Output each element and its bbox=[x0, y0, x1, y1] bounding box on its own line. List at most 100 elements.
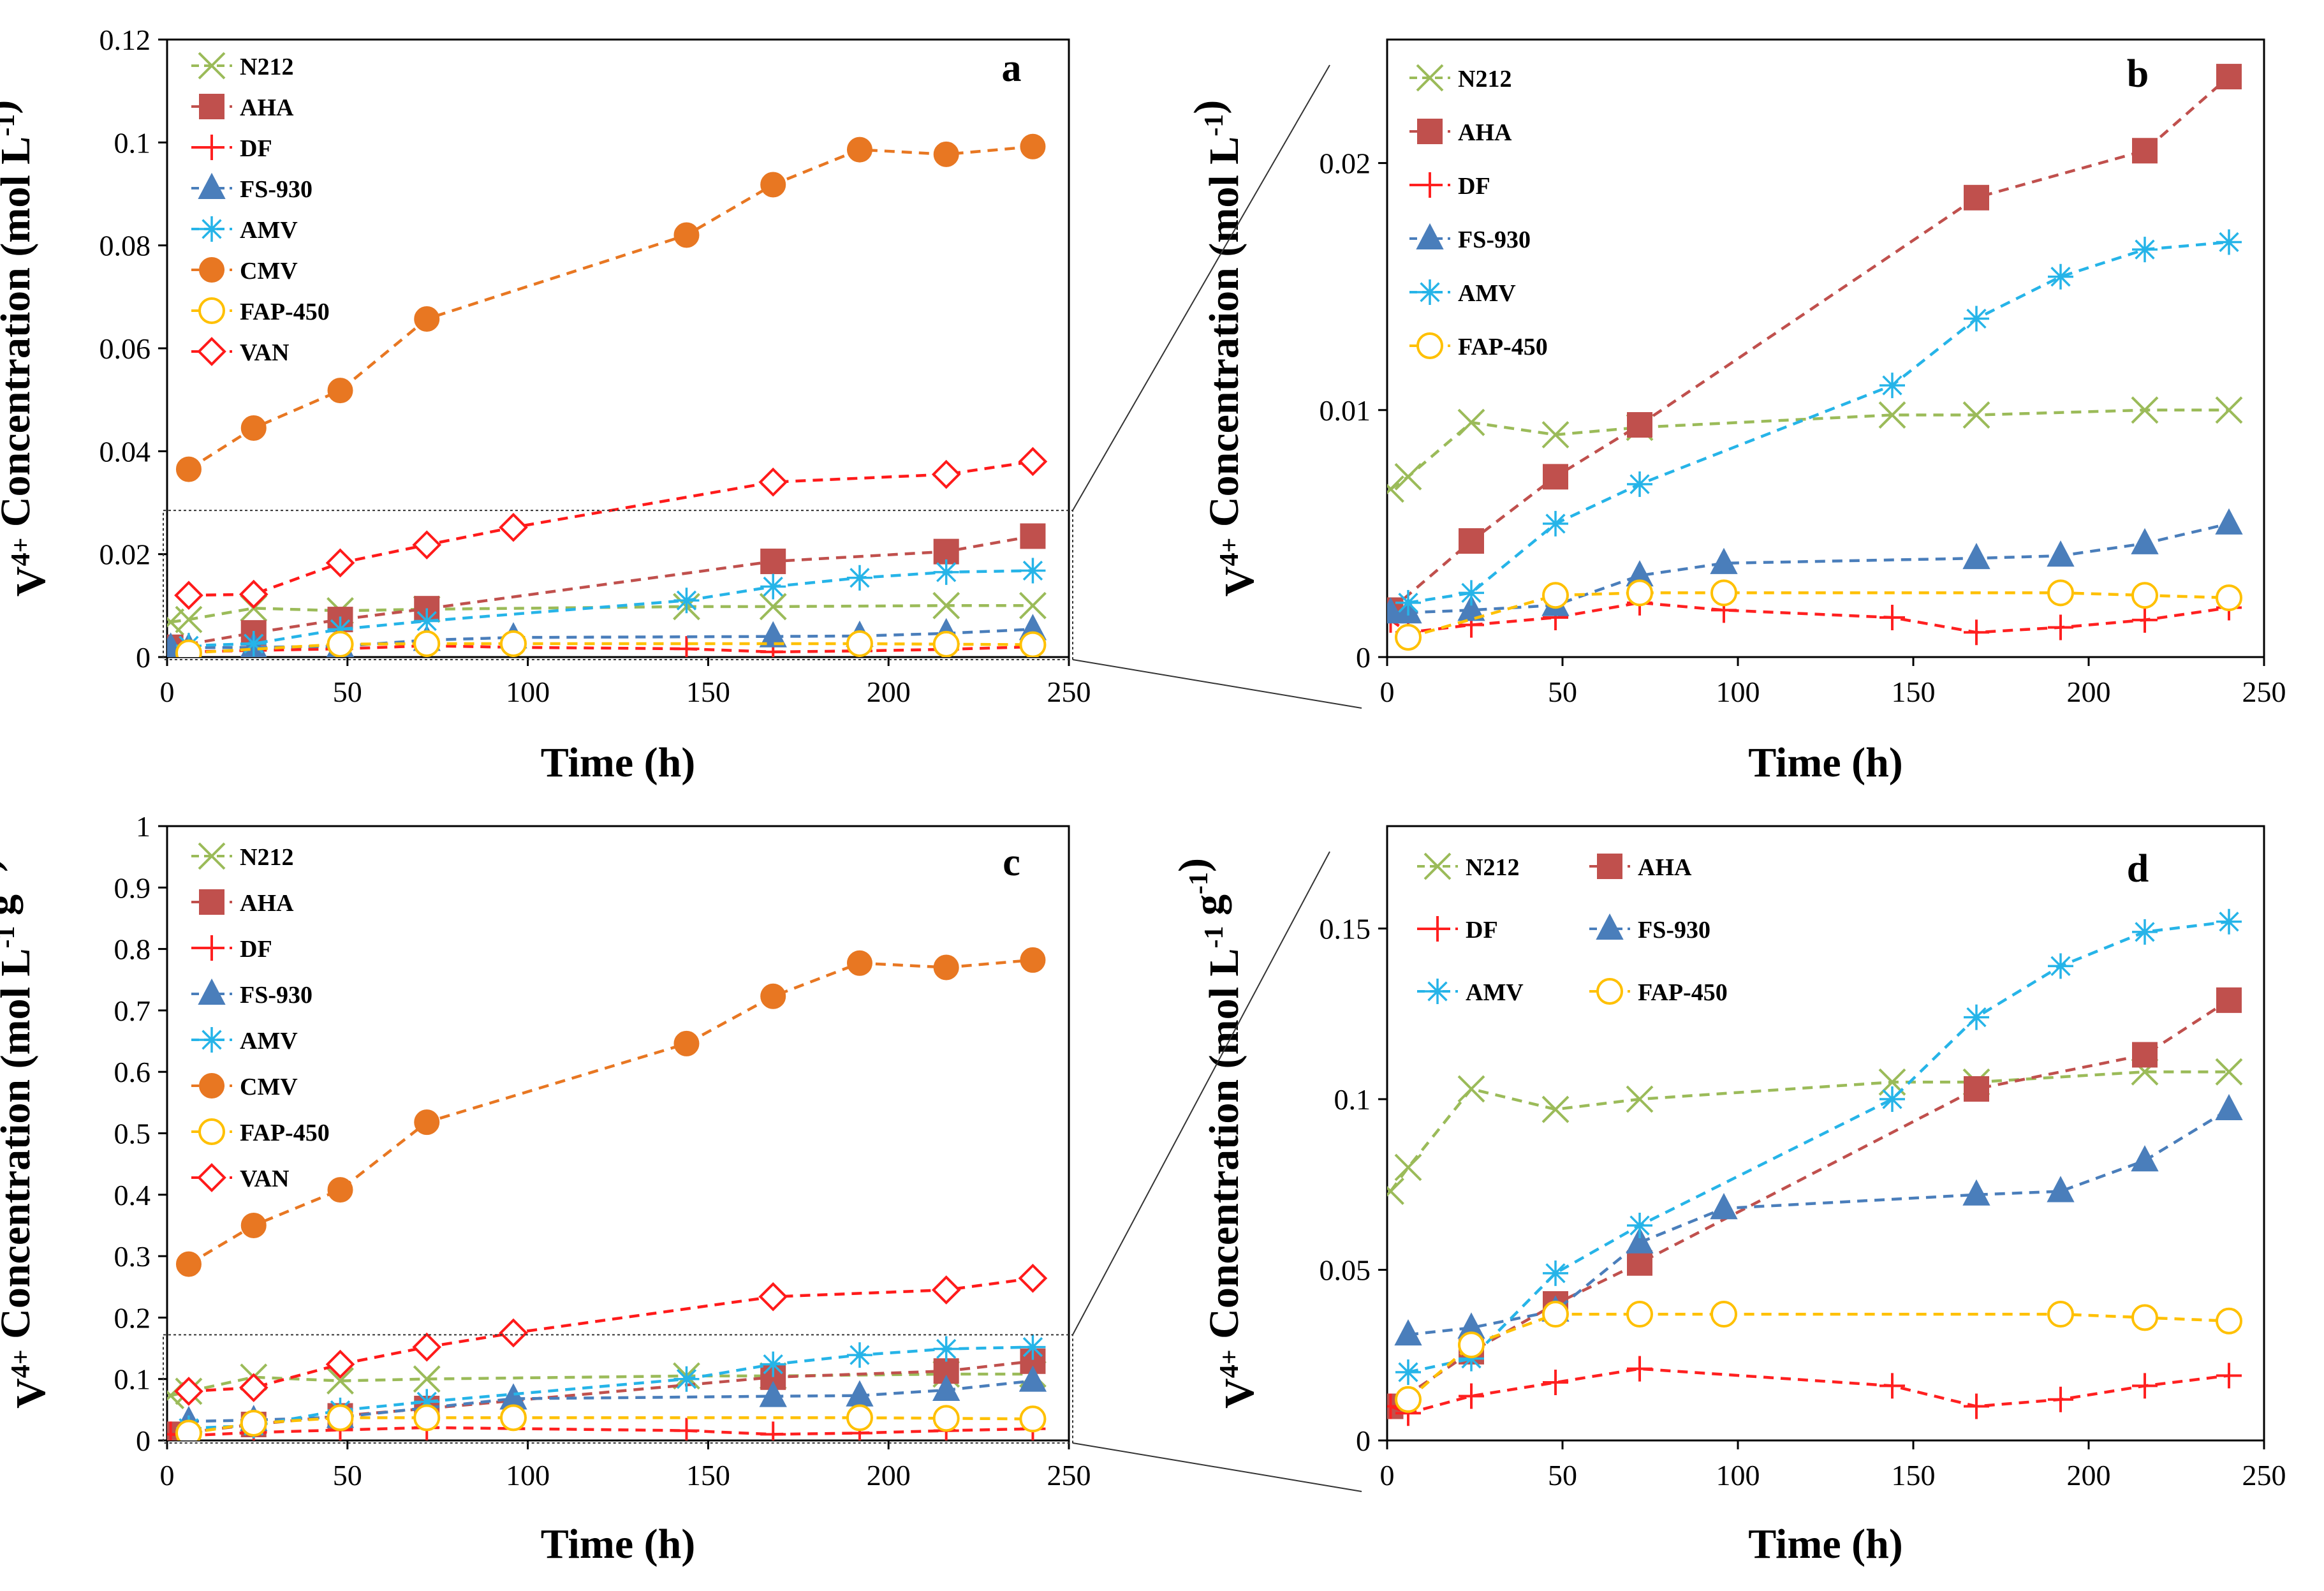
y-axis-label-part: -1 bbox=[0, 872, 5, 894]
x-tick-label: 0 bbox=[1380, 676, 1395, 708]
legend-item-FAP-450: FAP-450 bbox=[1409, 332, 1548, 360]
series-line-CMV bbox=[188, 958, 1033, 1266]
data-point-AMV bbox=[1964, 1004, 1989, 1030]
y-tick-label: 0.8 bbox=[114, 933, 151, 966]
legend-marker-DF bbox=[199, 135, 224, 160]
data-point-FAP-450 bbox=[932, 630, 960, 657]
data-point-FAP-450 bbox=[1395, 1386, 1422, 1413]
data-point-CMV bbox=[414, 306, 440, 332]
legend-item-FS-930: FS-930 bbox=[1589, 913, 1710, 944]
zoom-region-box bbox=[163, 510, 1073, 660]
data-point-FAP-450 bbox=[1542, 1301, 1569, 1328]
data-point-FS-930 bbox=[1457, 595, 1485, 621]
y-axis-label: V4+ Concentration (mol L-1) bbox=[0, 100, 54, 596]
data-point-DF bbox=[1459, 1383, 1484, 1409]
legend-label: N212 bbox=[1458, 66, 1511, 93]
legend-item-N212: N212 bbox=[191, 52, 293, 80]
data-point-VAN bbox=[758, 467, 788, 497]
y-axis-label-part: -1 bbox=[0, 114, 20, 137]
y-tick-label: 0.2 bbox=[114, 1301, 151, 1334]
legend-item-AHA: AHA bbox=[191, 889, 294, 917]
data-point-FAP-450 bbox=[1626, 579, 1653, 607]
data-point-N212 bbox=[759, 593, 787, 621]
legend-label: CMV bbox=[240, 1074, 298, 1100]
series-line-AMV bbox=[188, 569, 1033, 648]
series-FS-930 bbox=[167, 614, 1047, 657]
data-point-VAN bbox=[412, 530, 442, 559]
data-point-FAP-450 bbox=[2216, 1307, 2242, 1335]
x-tick-label: 150 bbox=[686, 676, 730, 708]
data-point-AHA bbox=[760, 548, 786, 574]
data-point-N212 bbox=[1387, 475, 1404, 503]
legend-marker-AHA bbox=[1417, 119, 1443, 144]
y-tick-label: 0.08 bbox=[99, 230, 151, 262]
data-point-DF bbox=[2132, 1373, 2158, 1399]
legend-item-N212: N212 bbox=[191, 842, 293, 871]
legend-marker-AMV bbox=[1417, 279, 1443, 305]
y-axis-label-part: Concentration (mol L bbox=[0, 949, 39, 1350]
data-point-DF bbox=[673, 1417, 700, 1440]
y-axis-label: V4+ Concentration (mol L-1 g-1) bbox=[1170, 858, 1263, 1409]
data-point-DF bbox=[1879, 605, 1905, 631]
data-point-N212 bbox=[2215, 1058, 2243, 1086]
legend-item-DF: DF bbox=[191, 135, 272, 162]
data-point-DF bbox=[1879, 1373, 1905, 1399]
legend-label: VAN bbox=[240, 1166, 289, 1192]
legend-marker-AHA bbox=[199, 889, 224, 915]
data-point-N212 bbox=[1019, 591, 1047, 619]
series-DF bbox=[1387, 1356, 2242, 1426]
legend-label: AHA bbox=[1458, 119, 1512, 146]
series-line-N212 bbox=[1389, 1070, 2229, 1192]
legend-item-AMV: AMV bbox=[191, 216, 298, 244]
y-tick-label: 0 bbox=[136, 641, 151, 674]
data-point-FAP-450 bbox=[1626, 1301, 1653, 1328]
data-point-FAP-450 bbox=[2131, 582, 2158, 609]
legend-marker-FS-930 bbox=[1596, 913, 1624, 940]
legend-label: VAN bbox=[240, 339, 289, 366]
data-point-FS-930 bbox=[2047, 540, 2075, 567]
data-point-FAP-450 bbox=[1458, 1331, 1485, 1359]
series-CMV bbox=[175, 133, 1046, 482]
data-point-CMV bbox=[175, 456, 202, 482]
data-point-CMV bbox=[760, 983, 786, 1009]
data-point-FS-930 bbox=[1019, 1365, 1047, 1392]
series-line-FS-930 bbox=[170, 628, 1033, 649]
data-point-CMV bbox=[175, 1251, 202, 1277]
x-tick-label: 250 bbox=[2242, 676, 2286, 708]
data-point-N212 bbox=[2215, 396, 2243, 424]
plot-frame bbox=[1386, 825, 2265, 1442]
data-point-AMV bbox=[1395, 589, 1421, 616]
legend-item-AHA: AHA bbox=[191, 94, 294, 121]
data-point-N212 bbox=[1394, 463, 1422, 491]
data-point-AMV bbox=[1627, 1212, 1652, 1238]
legend-marker-FAP-450 bbox=[198, 1118, 225, 1145]
data-point-AMV bbox=[2048, 263, 2073, 290]
panel-label: c bbox=[1003, 841, 1020, 884]
x-tick-label: 100 bbox=[506, 1459, 550, 1491]
legend-label: DF bbox=[1458, 173, 1490, 200]
data-point-AHA bbox=[2132, 138, 2158, 164]
data-point-AMV bbox=[1879, 373, 1905, 399]
data-point-CMV bbox=[1020, 947, 1046, 973]
chart-panel-a: 0 50 100 150 200 250 0 0.02 0.04 0.06 0.08 0.1 0.12 T… bbox=[99, 24, 1091, 786]
data-point-FAP-450 bbox=[175, 1419, 202, 1440]
data-point-AMV bbox=[933, 559, 959, 585]
data-point-AMV bbox=[2132, 919, 2158, 945]
legend-marker-FS-930 bbox=[198, 978, 226, 1005]
x-axis-label: Time (h) bbox=[1748, 1521, 1903, 1567]
series-line-DF bbox=[170, 1426, 1033, 1437]
y-axis-label-part: ) bbox=[1170, 858, 1217, 872]
series-line-FAP-450 bbox=[188, 1416, 1033, 1435]
data-point-AMV bbox=[1543, 1260, 1568, 1286]
legend-item-FS-930: FS-930 bbox=[1409, 223, 1531, 253]
legend-marker-AHA bbox=[1597, 854, 1622, 879]
data-point-CMV bbox=[327, 378, 353, 404]
data-point-FAP-450 bbox=[499, 630, 527, 657]
legend-label: FAP-450 bbox=[1638, 979, 1728, 1006]
data-point-DF bbox=[1964, 619, 1989, 646]
data-point-FAP-450 bbox=[499, 1404, 527, 1432]
legend-item-DF: DF bbox=[1417, 916, 1498, 944]
data-point-FS-930 bbox=[1962, 542, 1990, 570]
series-FAP-450 bbox=[1395, 1301, 2242, 1413]
data-point-FAP-450 bbox=[846, 1404, 873, 1432]
